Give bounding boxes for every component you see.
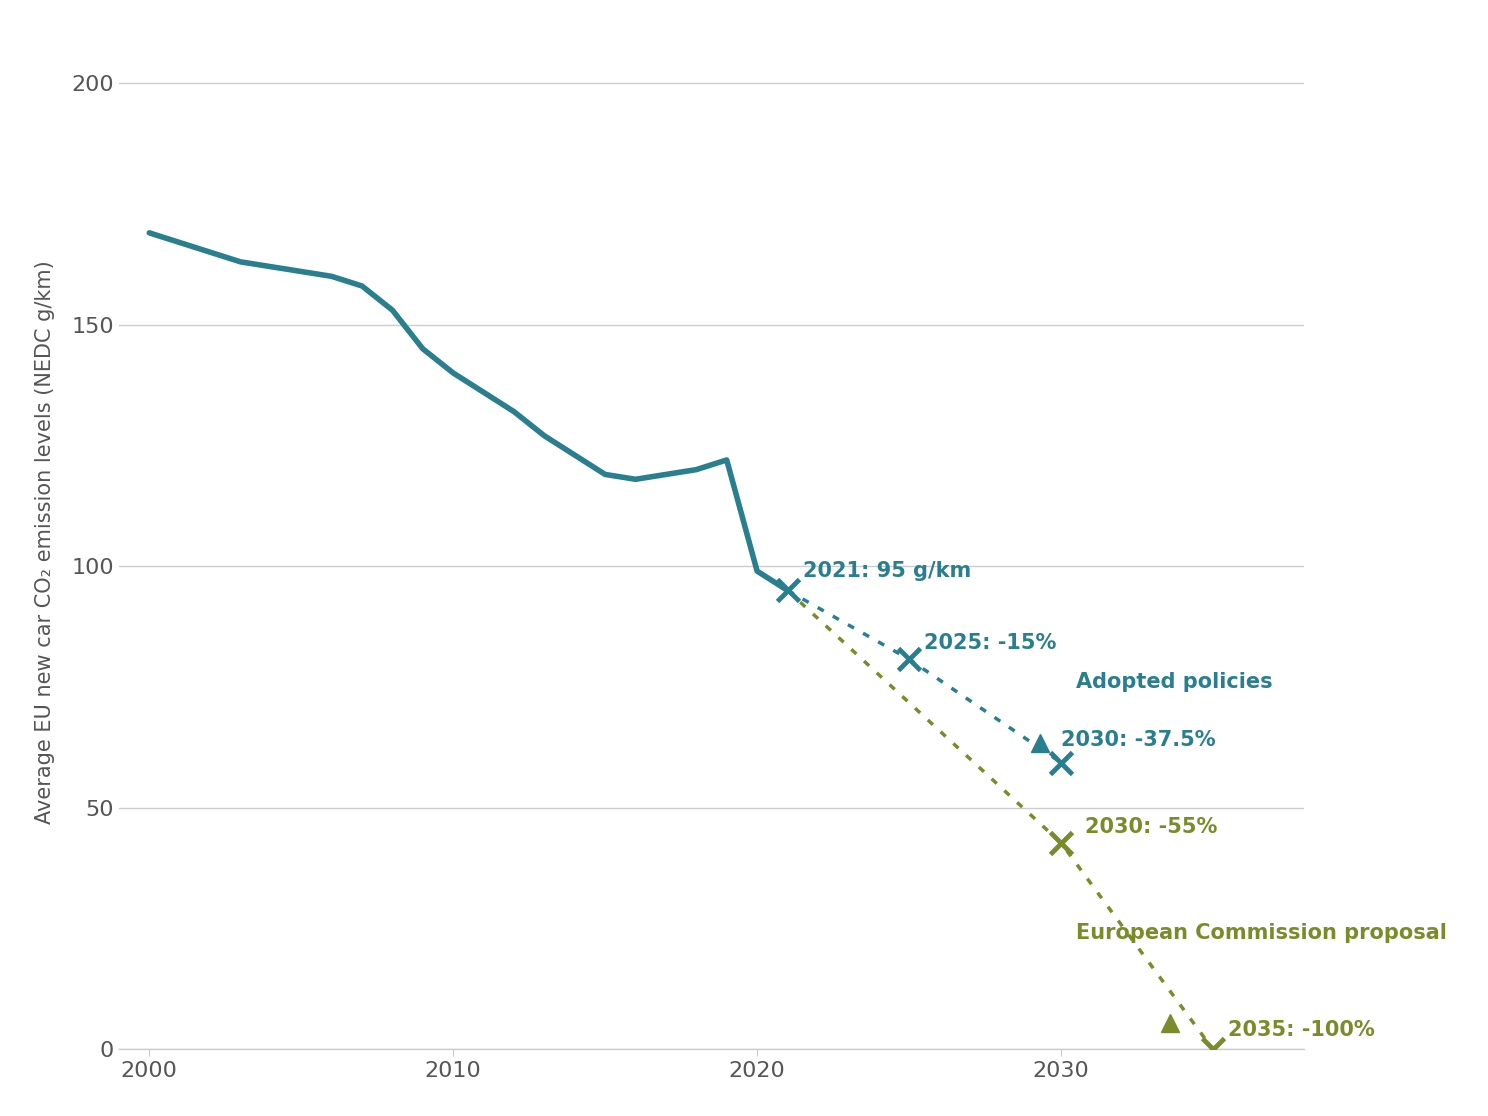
Y-axis label: Average EU new car CO₂ emission levels (NEDC g/km): Average EU new car CO₂ emission levels (… bbox=[34, 260, 55, 824]
Text: 2021: 95 g/km: 2021: 95 g/km bbox=[802, 560, 972, 580]
Text: European Commission proposal: European Commission proposal bbox=[1076, 923, 1448, 943]
Text: Adopted policies: Adopted policies bbox=[1076, 672, 1272, 692]
Text: 2030: -37.5%: 2030: -37.5% bbox=[1061, 730, 1216, 750]
Text: 2035: -100%: 2035: -100% bbox=[1228, 1020, 1375, 1040]
Text: 2030: -55%: 2030: -55% bbox=[1085, 817, 1217, 837]
Text: 2025: -15%: 2025: -15% bbox=[924, 633, 1056, 653]
